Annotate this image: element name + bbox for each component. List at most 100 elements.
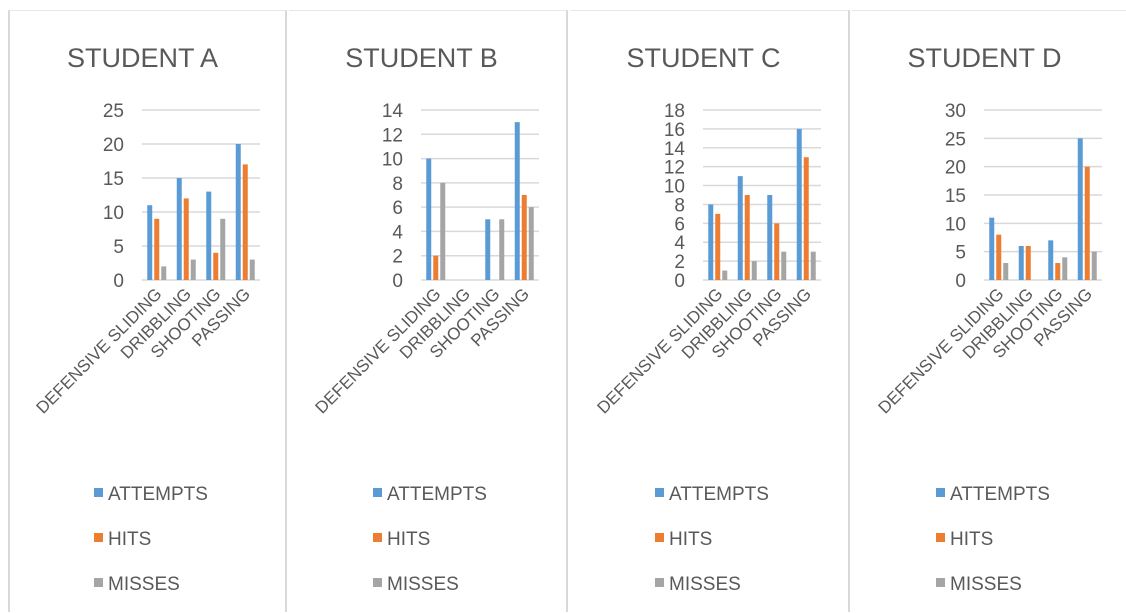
bar-hits-shooting <box>1055 263 1061 280</box>
legend-swatch-misses <box>936 578 945 587</box>
bar-misses-dribbling <box>190 259 196 280</box>
y-tick-label: 0 <box>392 271 403 292</box>
legend-label-attempts: ATTEMPTS <box>950 484 1050 505</box>
bar-misses-shooting <box>220 218 226 280</box>
chart-title: STUDENT C <box>626 43 780 73</box>
y-tick-label: 16 <box>664 120 685 141</box>
bar-misses-passing <box>810 251 816 280</box>
legend-label-misses: MISSES <box>669 574 741 595</box>
y-tick-label: 4 <box>674 233 685 254</box>
y-tick-label: 15 <box>103 169 124 190</box>
bar-hits-dribbling <box>1025 246 1031 280</box>
y-tick-label: 12 <box>382 125 403 146</box>
y-tick-label: 14 <box>382 101 404 122</box>
chart-title: STUDENT B <box>345 43 498 73</box>
y-tick-label: 10 <box>382 150 403 171</box>
bar-attempts-shooting <box>485 219 491 280</box>
bar-hits-defensive-sliding <box>154 218 160 280</box>
bar-misses-defensive-sliding <box>161 266 167 280</box>
y-tick-label: 10 <box>945 214 966 235</box>
legend-swatch-misses <box>373 578 382 587</box>
legend-label-attempts: ATTEMPTS <box>669 484 769 505</box>
y-tick-label: 25 <box>945 129 966 150</box>
bar-misses-dribbling <box>751 261 757 280</box>
y-tick-label: 4 <box>392 222 403 243</box>
legend-label-hits: HITS <box>950 529 993 550</box>
bar-misses-shooting <box>1062 257 1068 280</box>
bar-hits-dribbling <box>183 198 189 280</box>
y-tick-label: 8 <box>392 174 403 195</box>
y-tick-label: 5 <box>955 243 966 264</box>
bar-misses-shooting <box>781 251 787 280</box>
legend-swatch-misses <box>655 578 664 587</box>
bar-attempts-dribbling <box>737 176 743 280</box>
bar-attempts-shooting <box>206 191 212 280</box>
y-tick-label: 20 <box>945 158 966 179</box>
bar-attempts-passing <box>235 144 241 280</box>
legend-swatch-hits <box>655 533 664 542</box>
bar-hits-defensive-sliding <box>715 213 721 280</box>
bar-hits-dribbling <box>744 195 750 280</box>
bar-hits-passing <box>521 195 527 280</box>
y-tick-label: 14 <box>664 139 686 160</box>
legend-label-hits: HITS <box>387 529 430 550</box>
bar-attempts-dribbling <box>176 178 182 280</box>
legend-label-misses: MISSES <box>950 574 1022 595</box>
bar-attempts-passing <box>796 128 802 280</box>
y-tick-label: 6 <box>674 214 685 235</box>
bar-hits-shooting <box>213 252 219 280</box>
x-tick-label: DEFENSIVE SLIDING <box>875 284 1008 417</box>
x-tick-label: DEFENSIVE SLIDING <box>594 284 727 417</box>
bar-attempts-defensive-sliding <box>426 158 432 280</box>
y-tick-label: 0 <box>674 271 685 292</box>
legend-swatch-attempts <box>936 488 945 497</box>
bar-attempts-defensive-sliding <box>989 217 995 280</box>
y-tick-label: 10 <box>103 203 124 224</box>
bar-hits-passing <box>242 164 248 280</box>
y-tick-label: 15 <box>945 186 966 207</box>
y-tick-label: 12 <box>664 158 685 179</box>
legend-swatch-attempts <box>373 488 382 497</box>
y-tick-label: 30 <box>945 101 966 122</box>
bar-misses-shooting <box>499 219 505 280</box>
chart-title: STUDENT A <box>67 43 218 73</box>
bar-attempts-defensive-sliding <box>147 205 153 280</box>
legend-swatch-hits <box>94 533 103 542</box>
legend-label-misses: MISSES <box>387 574 459 595</box>
chart-panel-student-b: STUDENT B 0 2 4 6 8 10 12 14 DEFENSIVE SLIDING DRI… <box>289 10 568 612</box>
y-tick-label: 6 <box>392 198 403 219</box>
chart-panel-student-a: STUDENT A 0 5 10 15 20 25 DEFENSIVE SLIDING DRIB… <box>8 10 287 612</box>
y-tick-label: 0 <box>955 271 966 292</box>
bar-attempts-passing <box>514 122 520 281</box>
bar-misses-defensive-sliding <box>722 270 728 280</box>
legend-swatch-misses <box>94 578 103 587</box>
legend-label-hits: HITS <box>669 529 712 550</box>
y-tick-label: 25 <box>103 101 124 122</box>
bar-misses-defensive-sliding <box>1003 263 1009 280</box>
bar-hits-defensive-sliding <box>996 234 1002 280</box>
legend-label-hits: HITS <box>108 529 151 550</box>
y-tick-label: 2 <box>674 252 685 273</box>
chart-panel-student-d: STUDENT D 0 5 10 15 20 25 30 DEFENSIVE SLIDING DR… <box>852 10 1126 612</box>
bar-misses-passing <box>1091 251 1097 280</box>
y-tick-label: 10 <box>664 177 685 198</box>
bar-hits-defensive-sliding <box>433 255 439 280</box>
bar-attempts-dribbling <box>1018 246 1024 280</box>
bar-misses-passing <box>249 259 255 280</box>
legend-label-misses: MISSES <box>108 574 180 595</box>
legend-swatch-hits <box>373 533 382 542</box>
chart-panel-student-c: STUDENT C 0 2 4 6 8 10 12 14 16 18 DEFENSIVE SLIDIN… <box>571 10 850 612</box>
y-tick-label: 5 <box>113 237 124 258</box>
legend-swatch-attempts <box>94 488 103 497</box>
bar-misses-defensive-sliding <box>440 182 446 280</box>
bar-attempts-passing <box>1077 138 1083 280</box>
x-tick-label: DEFENSIVE SLIDING <box>312 284 445 417</box>
bar-attempts-shooting <box>1048 240 1054 280</box>
bar-hits-passing <box>1084 166 1090 280</box>
y-tick-label: 2 <box>392 247 403 268</box>
